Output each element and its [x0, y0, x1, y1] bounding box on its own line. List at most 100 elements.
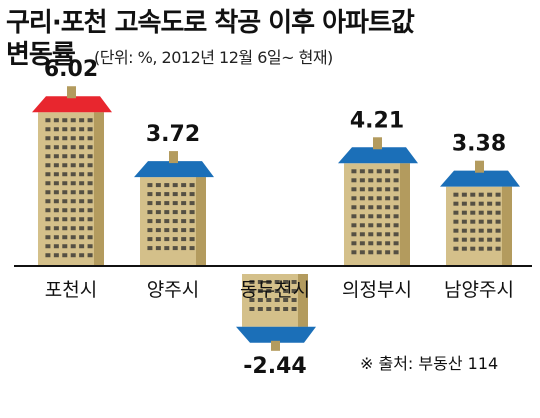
bar-window	[45, 217, 51, 222]
bar-window	[368, 250, 374, 255]
bar-window	[453, 246, 459, 251]
bar-window	[359, 232, 365, 237]
chart-subtitle: (단위: %, 2012년 12월 6일~ 현재)	[94, 48, 333, 67]
bar-window	[470, 192, 476, 197]
bar-window	[359, 223, 365, 228]
bar-window	[147, 228, 153, 233]
value-label: 3.72	[146, 122, 200, 147]
bar-window	[351, 196, 357, 201]
bar-window	[53, 172, 59, 177]
bar-window	[155, 237, 161, 242]
bar-window	[53, 145, 59, 150]
bar-window	[87, 127, 93, 132]
bar-window	[79, 118, 85, 123]
bar-window	[368, 169, 374, 174]
bar-window	[368, 205, 374, 210]
bar-window	[351, 250, 357, 255]
bar-window	[470, 246, 476, 251]
bar-window	[87, 244, 93, 249]
bar-window	[53, 163, 59, 168]
bar-window	[53, 235, 59, 240]
bar-window	[478, 228, 484, 233]
bar-window	[351, 241, 357, 246]
bar-window	[478, 237, 484, 242]
bar-window	[283, 280, 289, 284]
bar-window	[53, 127, 59, 132]
bar-window	[189, 237, 195, 242]
bar-window	[45, 181, 51, 186]
bar-window	[453, 201, 459, 206]
bar-roof	[440, 170, 520, 187]
bar-window	[164, 192, 170, 197]
bar-window	[87, 145, 93, 150]
bar-window	[291, 289, 297, 293]
bar-window	[79, 253, 85, 258]
bar-window	[266, 298, 272, 302]
bar-window	[351, 223, 357, 228]
bar-window	[376, 214, 382, 219]
bar-window	[487, 201, 493, 206]
bar-window	[393, 187, 399, 192]
bar-window	[487, 219, 493, 224]
bar-window	[155, 201, 161, 206]
bar-window	[393, 178, 399, 183]
bar-side-shade	[298, 274, 308, 327]
bar-window	[164, 219, 170, 224]
bar-window	[45, 226, 51, 231]
bar-window	[79, 145, 85, 150]
bar-window	[393, 196, 399, 201]
bar-window	[147, 201, 153, 206]
bar-window	[189, 219, 195, 224]
bar-window	[189, 201, 195, 206]
bar-window	[155, 210, 161, 215]
bar-window	[172, 237, 178, 242]
bar-window	[62, 145, 68, 150]
bar-window	[172, 219, 178, 224]
bar-window	[376, 196, 382, 201]
bar-window	[164, 183, 170, 188]
bar-window	[257, 280, 263, 284]
bar-roof	[236, 326, 316, 343]
bar-window	[87, 181, 93, 186]
bar-window	[495, 228, 501, 233]
bar-window	[147, 210, 153, 215]
bar-window	[487, 228, 493, 233]
bar-window	[53, 244, 59, 249]
bar-window	[478, 210, 484, 215]
category-label: 남양주시	[444, 279, 514, 301]
bar-window	[45, 145, 51, 150]
bar-window	[70, 226, 76, 231]
bar-window	[70, 154, 76, 159]
bar-window	[70, 163, 76, 168]
bar-window	[385, 250, 391, 255]
bar-window	[487, 237, 493, 242]
bar-window	[461, 219, 467, 224]
bar-window	[368, 241, 374, 246]
bar-window	[62, 190, 68, 195]
bar-window	[487, 210, 493, 215]
bar-window	[368, 223, 374, 228]
bar-window	[359, 169, 365, 174]
bar-window	[62, 235, 68, 240]
bar-window	[181, 246, 187, 251]
bar-window	[62, 226, 68, 231]
bar-window	[351, 205, 357, 210]
bar-window	[351, 169, 357, 174]
bar-window	[385, 169, 391, 174]
bar-window	[495, 192, 501, 197]
bar-window	[291, 307, 297, 311]
bar-window	[79, 163, 85, 168]
bar-window	[87, 253, 93, 258]
bar-window	[453, 228, 459, 233]
category-label: 양주시	[147, 279, 199, 301]
bar-window	[453, 219, 459, 224]
bar-window	[87, 208, 93, 213]
bar-window	[478, 219, 484, 224]
bar-side-shade	[400, 163, 410, 266]
bar-window	[487, 246, 493, 251]
bar-window	[274, 298, 280, 302]
bar-window	[487, 192, 493, 197]
bar-window	[181, 201, 187, 206]
